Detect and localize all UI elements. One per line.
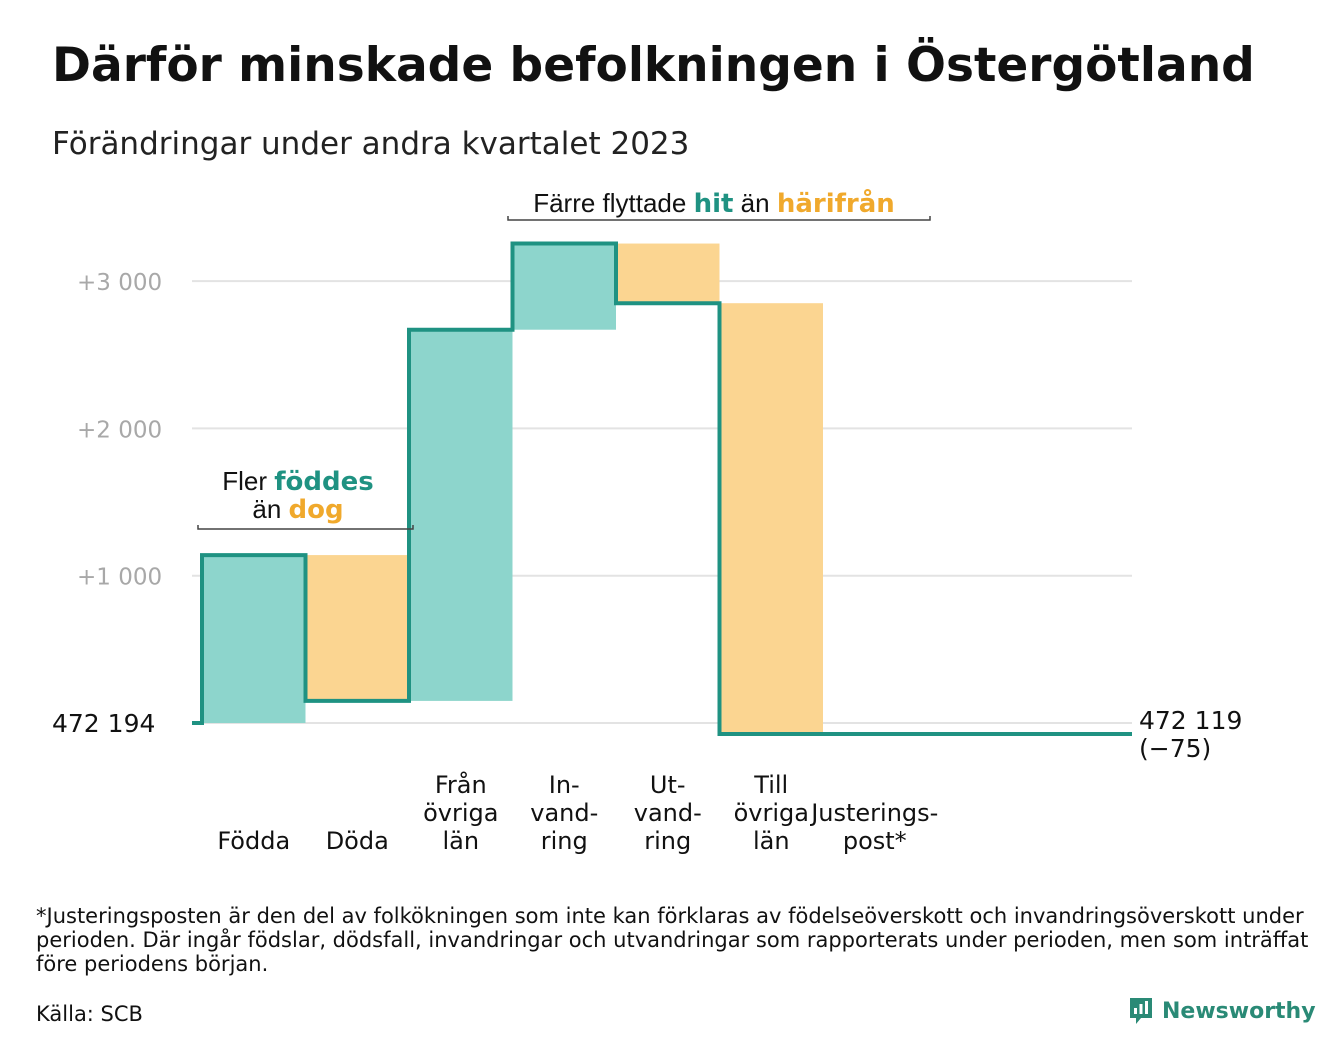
chart-subtitle: Förändringar under andra kvartalet 2023 [52,126,690,162]
bars [202,243,823,735]
cumulative-step-line [192,241,1132,736]
y-tick-label: +3 000 [77,270,162,296]
category-label: In-vand-ring [530,771,598,855]
bracket-births-deaths [197,525,414,530]
category-label: Från övriga län [423,770,498,855]
gridlines: +1 000 +2 000 +3 000 [77,270,1132,724]
y-tick-label: +2 000 [77,417,162,443]
bar-outflow [305,555,409,701]
bar-outflow [719,303,823,735]
bar-inflow [409,329,513,701]
bar-inflow [512,243,616,330]
annotation-births-deaths: Fler föddes [222,466,374,497]
annotation-births-deaths: än dog [252,494,343,525]
step-line [192,241,1132,736]
bracket-migration [507,216,931,221]
source-text: Källa: SCB [36,1002,143,1026]
chart-title: Därför minskade befolkningen i Östergötl… [52,38,1255,93]
category-label: Ut-vand-ring [634,771,702,855]
labels: 472 194 472 119(−75) Födda Döda Från övriga lä… [52,187,1242,855]
newsworthy-logo-icon [1130,998,1152,1024]
end-change-label: (−75) [1139,734,1211,763]
start-value-label: 472 194 [52,709,155,738]
bar-inflow [202,555,306,723]
category-label: Justerings-post* [809,799,938,855]
waterfall-chart: +1 000 +2 000 +3 000 472 194 472 119(−75) Fö… [52,187,1242,855]
bar-outflow [616,243,720,304]
category-label: Födda [217,827,290,855]
brand-name: Newsworthy [1162,998,1316,1024]
annotation-migration: Färre flyttade hit än härifrån [533,187,895,219]
footnote: *Justeringsposten är den del av folkökni… [36,904,1309,976]
category-label: Döda [326,827,389,855]
brand-logo: Newsworthy [1128,996,1316,1026]
category-label: Till övriga län [734,771,809,855]
end-value-label: 472 119 [1139,706,1242,735]
y-tick-label: +1 000 [77,565,162,591]
